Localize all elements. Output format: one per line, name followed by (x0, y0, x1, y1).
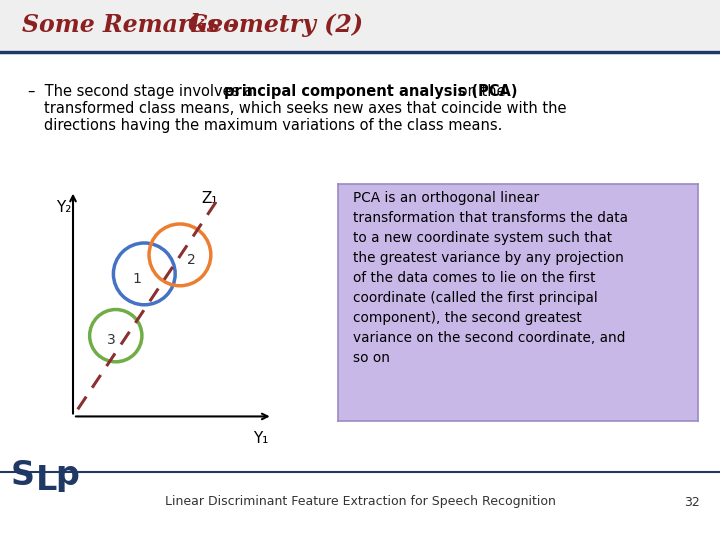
Text: 3: 3 (107, 333, 115, 347)
Text: transformed class means, which seeks new axes that coincide with the: transformed class means, which seeks new… (44, 101, 567, 116)
Text: –  The second stage involves a: – The second stage involves a (28, 84, 258, 99)
Text: PCA is an orthogonal linear
transformation that transforms the data
to a new coo: PCA is an orthogonal linear transformati… (353, 191, 628, 365)
Text: 2: 2 (187, 253, 196, 267)
Text: S: S (11, 459, 35, 492)
Text: Y₁: Y₁ (253, 431, 269, 445)
Text: Some Remarks -: Some Remarks - (22, 13, 246, 37)
Text: Geometry (2): Geometry (2) (188, 13, 363, 37)
Text: directions having the maximum variations of the class means.: directions having the maximum variations… (44, 118, 503, 133)
Text: L: L (36, 464, 58, 497)
Text: Z₁: Z₁ (202, 191, 218, 206)
Text: principal component analysis (PCA): principal component analysis (PCA) (224, 84, 518, 99)
Text: 1: 1 (132, 272, 142, 286)
Bar (0, 0, 720, 50)
Text: p: p (55, 459, 79, 492)
Text: Linear Discriminant Feature Extraction for Speech Recognition: Linear Discriminant Feature Extraction f… (165, 496, 555, 509)
Text: Y₂: Y₂ (56, 200, 72, 215)
Text: 32: 32 (684, 496, 700, 509)
Text: on the: on the (454, 84, 505, 99)
